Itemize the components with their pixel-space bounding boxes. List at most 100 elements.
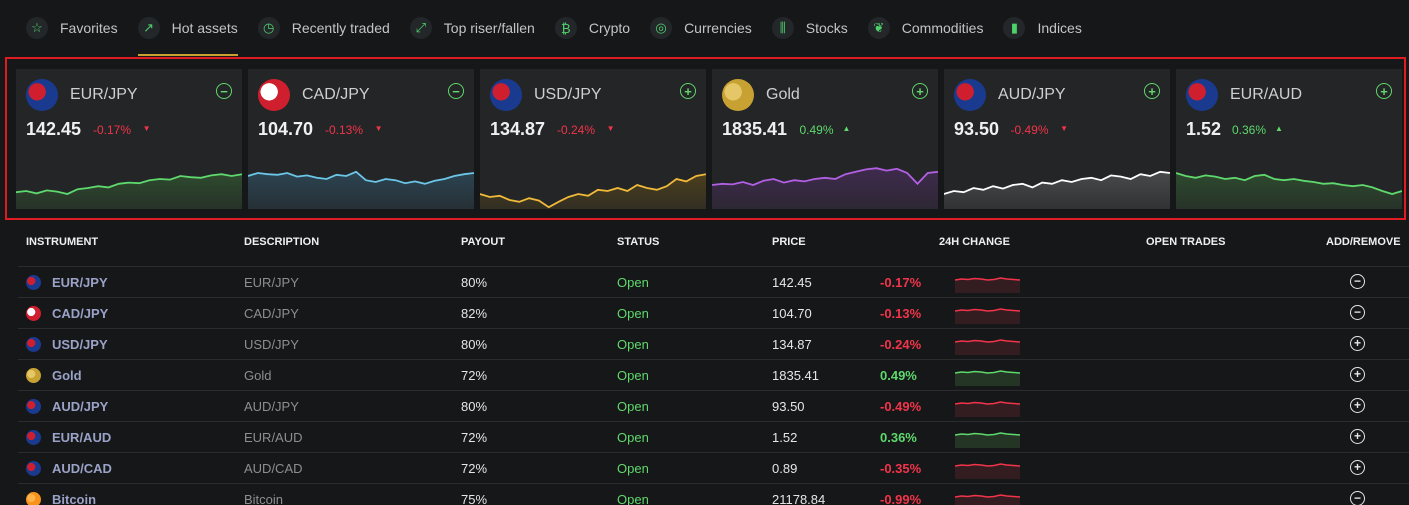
arrow-down-icon: ▼	[142, 124, 151, 133]
status-value: Open	[617, 461, 649, 476]
status-value: Open	[617, 492, 649, 505]
price-value: 142.45	[772, 275, 812, 290]
sparkline-area	[712, 168, 938, 209]
sparkline-area	[16, 174, 242, 209]
asset-card[interactable]: EUR/AUD +1.52 0.36% ▲	[1176, 69, 1402, 209]
instrument-name: USD/JPY	[52, 337, 108, 352]
asset-change: -0.17%	[93, 123, 132, 137]
change-value: 0.36%	[880, 430, 917, 445]
asset-name: EUR/JPY	[70, 86, 138, 103]
tab-recently-traded[interactable]: ◷ Recently traded	[257, 0, 390, 56]
instrument-name: AUD/JPY	[52, 399, 109, 414]
instrument-flag-icon	[26, 399, 41, 414]
table-row[interactable]: Bitcoin Bitcoin 75% Open 21178.84 -0.99% −	[18, 483, 1409, 505]
tab-crypto[interactable]: ₿ Crypto	[554, 0, 630, 56]
tab-favorites[interactable]: ☆ Favorites	[26, 0, 118, 56]
tab-label: Currencies	[684, 20, 752, 36]
assets-table-header: INSTRUMENT DESCRIPTION PAYOUT STATUS PRI…	[0, 230, 1409, 254]
asset-card[interactable]: EUR/JPY − 142.45 -0.17% ▼	[16, 69, 242, 209]
tab-label: Top riser/fallen	[443, 20, 535, 36]
remove-favorite-button[interactable]: −	[1350, 274, 1365, 289]
change-sparkline	[955, 370, 1021, 386]
instrument-name: Gold	[52, 368, 82, 383]
col-instrument: INSTRUMENT	[26, 236, 99, 248]
table-row[interactable]: AUD/CAD AUD/CAD 72% Open 0.89 -0.35% +	[18, 452, 1409, 483]
table-row[interactable]: USD/JPY USD/JPY 80% Open 134.87 -0.24% +	[18, 328, 1409, 359]
table-row[interactable]: EUR/JPY EUR/JPY 80% Open 142.45 -0.17% −	[18, 266, 1409, 297]
change-sparkline	[955, 308, 1021, 324]
asset-change: -0.13%	[325, 123, 364, 137]
sparkline-area	[480, 174, 706, 209]
add-favorite-button[interactable]: +	[1350, 429, 1365, 444]
sparkline-line	[16, 173, 242, 195]
add-favorite-icon[interactable]: +	[912, 83, 928, 99]
asset-sparkline	[944, 170, 1170, 209]
trending-up-icon: ↗	[137, 17, 160, 39]
asset-card[interactable]: USD/JPY +134.87 -0.24% ▼	[480, 69, 706, 209]
arrow-down-icon: ▼	[606, 124, 615, 133]
hot-asset-cards: EUR/JPY − 142.45 -0.17% ▼ CAD/JPY − 104.70 -0.13…	[16, 69, 1403, 209]
payout-value: 75%	[461, 492, 488, 505]
tab-indices[interactable]: ▮ Indices	[1003, 0, 1082, 56]
col-status: STATUS	[617, 236, 660, 248]
price-value: 93.50	[772, 399, 805, 414]
payout-value: 80%	[461, 275, 488, 290]
tab-commodities[interactable]: ❦ Commodities	[867, 0, 983, 56]
remove-favorite-icon[interactable]: −	[448, 83, 464, 99]
tab-currencies[interactable]: ◎ Currencies	[650, 0, 752, 56]
instrument-name: CAD/JPY	[52, 306, 109, 321]
asset-sparkline	[1176, 172, 1402, 209]
leaf-icon: ❦	[867, 17, 890, 39]
instrument-description: CAD/JPY	[244, 306, 299, 321]
status-value: Open	[617, 368, 649, 383]
add-favorite-icon[interactable]: +	[680, 83, 696, 99]
price-value: 0.89	[772, 461, 798, 476]
add-favorite-icon[interactable]: +	[1376, 83, 1392, 99]
table-row[interactable]: CAD/JPY CAD/JPY 82% Open 104.70 -0.13% −	[18, 297, 1409, 328]
instrument-description: EUR/AUD	[244, 430, 303, 445]
add-favorite-button[interactable]: +	[1350, 367, 1365, 382]
tab-top-riser-fallen[interactable]: ⤢ Top riser/fallen	[409, 0, 535, 56]
remove-favorite-icon[interactable]: −	[216, 83, 232, 99]
payout-value: 72%	[461, 368, 488, 383]
asset-price: 134.87	[490, 119, 546, 139]
asset-card[interactable]: AUD/JPY +93.50 -0.49% ▼	[944, 69, 1170, 209]
change-value: 0.49%	[880, 368, 917, 383]
hot-assets-highlight-frame	[5, 57, 1406, 220]
sparkline-line	[1176, 172, 1402, 195]
tab-hot-assets[interactable]: ↗ Hot assets	[137, 0, 238, 56]
instrument-flag-icon	[26, 461, 41, 476]
remove-favorite-button[interactable]: −	[1350, 305, 1365, 320]
table-row[interactable]: AUD/JPY AUD/JPY 80% Open 93.50 -0.49% +	[18, 390, 1409, 421]
asset-sparkline	[712, 167, 938, 209]
instrument-name: AUD/CAD	[52, 461, 112, 476]
asset-card[interactable]: Gold +1835.41 0.49% ▲	[712, 69, 938, 209]
add-favorite-button[interactable]: +	[1350, 398, 1365, 413]
asset-sparkline	[248, 170, 474, 209]
asset-flag-icon	[490, 79, 522, 111]
instrument-name: EUR/JPY	[52, 275, 108, 290]
asset-flag-icon	[954, 79, 986, 111]
col-description: DESCRIPTION	[244, 236, 320, 248]
instrument-description: Gold	[244, 368, 272, 383]
table-row[interactable]: EUR/AUD EUR/AUD 72% Open 1.52 0.36% +	[18, 421, 1409, 452]
price-value: 134.87	[772, 337, 812, 352]
sparkline-line	[712, 167, 938, 186]
add-favorite-icon[interactable]: +	[1144, 83, 1160, 99]
status-value: Open	[617, 306, 649, 321]
arrow-up-icon: ▲	[842, 124, 851, 133]
remove-favorite-button[interactable]: −	[1350, 491, 1365, 505]
instrument-flag-icon	[26, 275, 41, 290]
instrument-description: USD/JPY	[244, 337, 299, 352]
add-favorite-button[interactable]: +	[1350, 460, 1365, 475]
status-value: Open	[617, 275, 649, 290]
arrow-up-icon: ▲	[1275, 124, 1283, 133]
payout-value: 72%	[461, 430, 488, 445]
table-row[interactable]: Gold Gold 72% Open 1835.41 0.49% +	[18, 359, 1409, 390]
tab-stocks[interactable]: ⫼ Stocks	[771, 0, 848, 56]
instrument-flag-icon	[26, 337, 41, 352]
add-favorite-button[interactable]: +	[1350, 336, 1365, 351]
tab-label: Favorites	[60, 20, 118, 36]
arrow-down-icon: ▼	[1060, 124, 1069, 133]
asset-card[interactable]: CAD/JPY − 104.70 -0.13% ▼	[248, 69, 474, 209]
